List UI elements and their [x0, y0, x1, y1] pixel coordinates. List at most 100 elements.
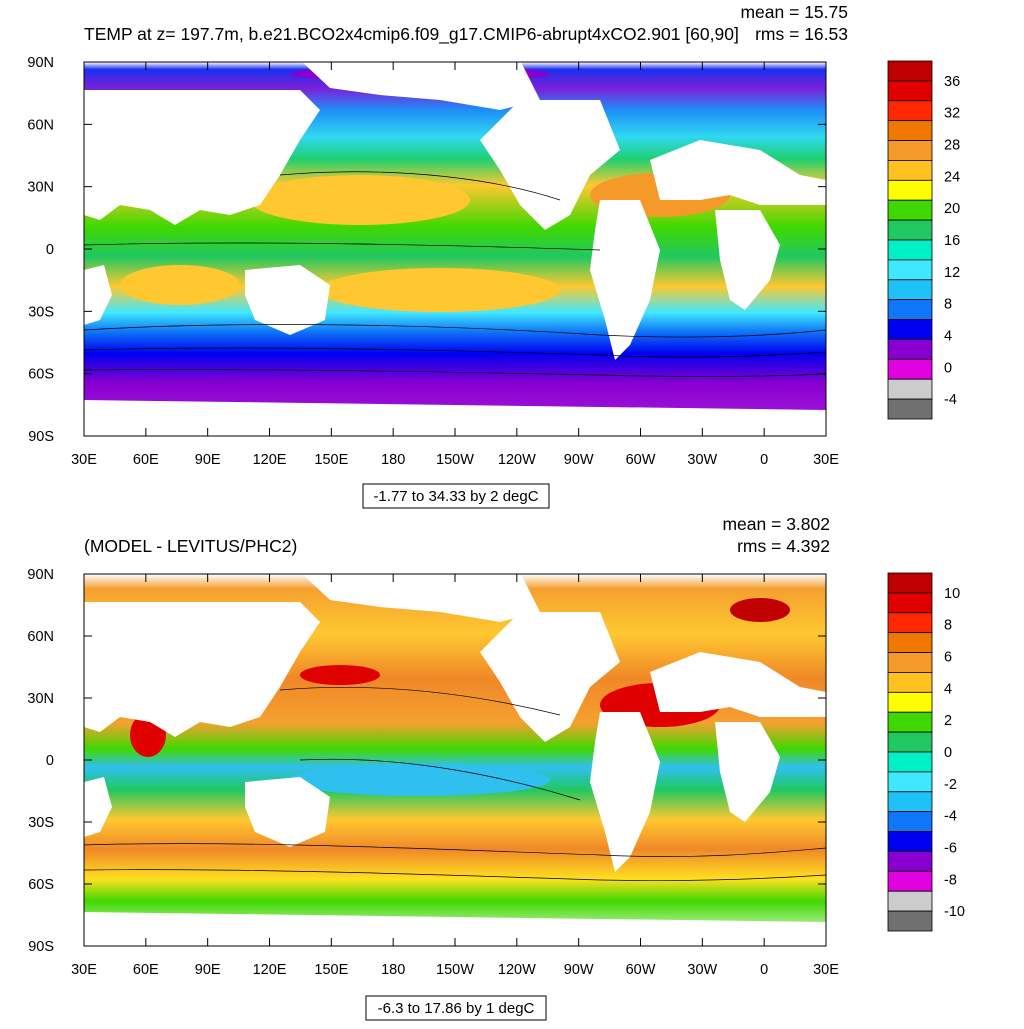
lon-tick-label: 90E: [195, 452, 221, 468]
panel-2-axes: 90N 60N 30N 0 30S 60S 90S 30E 60E 90E 120E 150E 180 1…: [27, 567, 839, 978]
colorbar-swatch: [887, 632, 933, 653]
colorbar-label: 10: [944, 586, 960, 602]
colorbar-swatch: [887, 672, 933, 693]
lon-tick-label: 180: [381, 452, 405, 468]
colorbar-swatch: [887, 199, 933, 221]
panel-1-axes: 90N 60N 30N 0 30S 60S 90S 30E 60E 90E 120E 150E 180 1…: [27, 55, 839, 468]
panel-2-north-atlantic-warm: [730, 598, 790, 622]
colorbar-label: -6: [944, 840, 957, 856]
panel-difference: (MODEL - LEVITUS/PHC2) mean = 3.802 rms …: [27, 514, 965, 1021]
colorbar-label: 32: [944, 106, 960, 122]
lon-tick-label: 150W: [436, 452, 474, 468]
colorbar-swatch: [887, 771, 933, 793]
lat-tick-label: 90N: [27, 55, 54, 71]
panel-2-rms: rms = 4.392: [737, 536, 830, 556]
colorbar-swatch: [887, 160, 933, 181]
panel-1-map: [84, 62, 826, 436]
colorbar-swatch: [887, 179, 933, 201]
lon-tick-label: 120W: [498, 452, 536, 468]
panel-2-land: [84, 574, 826, 946]
colorbar-swatch: [887, 319, 933, 340]
colorbar-label: 24: [944, 169, 960, 185]
colorbar-swatch: [887, 219, 933, 241]
panel-2-contour-info: -6.3 to 17.86 by 1 degC: [378, 1000, 535, 1017]
colorbar-label: -8: [944, 872, 957, 888]
colorbar-swatch: [887, 711, 933, 733]
lat-tick-label: 30S: [28, 815, 54, 831]
colorbar-swatch: [887, 592, 933, 614]
colorbar-label: -2: [944, 777, 957, 793]
lat-tick-label: 30S: [28, 304, 54, 320]
panel-1-land: [84, 62, 826, 436]
colorbar-swatch: [887, 239, 933, 261]
panel-1-indian-warm: [120, 265, 240, 305]
panel-1-contour-info: -1.77 to 34.33 by 2 degC: [373, 488, 538, 505]
colorbar-swatch: [887, 751, 933, 773]
colorbar-label: 0: [944, 745, 952, 761]
panel-2-equatorial-cool: [290, 764, 550, 796]
colorbar-swatch: [887, 259, 933, 281]
colorbar-label: 0: [944, 360, 952, 376]
colorbar-label: 4: [944, 681, 952, 697]
lat-tick-label: 90N: [27, 567, 54, 583]
lon-tick-label: 30W: [687, 452, 717, 468]
lat-tick-label: 0: [46, 242, 54, 258]
panel-2-contours: [84, 686, 826, 881]
lat-tick-label: 60N: [27, 117, 54, 133]
lat-tick-label: 60S: [28, 367, 54, 383]
colorbar-label: 28: [944, 138, 960, 154]
lon-tick-label: 150E: [314, 452, 348, 468]
colorbar-swatch: [887, 652, 933, 673]
colorbar-swatch: [887, 120, 933, 141]
lon-tick-label: 60E: [133, 452, 159, 468]
lon-tick-label: 60W: [626, 962, 656, 978]
colorbar-swatch: [887, 910, 933, 932]
colorbar-swatch: [887, 279, 933, 301]
colorbar-swatch: [887, 791, 933, 813]
colorbar-label: -10: [944, 904, 965, 920]
colorbar-swatch: [887, 398, 933, 420]
panel-1-mean: mean = 15.75: [740, 2, 848, 22]
panel-2-mean: mean = 3.802: [722, 514, 830, 534]
panel-temperature: TEMP at z= 197.7m, b.e21.BCO2x4cmip6.f09…: [27, 2, 960, 509]
panel-1-rms: rms = 16.53: [755, 24, 848, 44]
colorbar-label: 8: [944, 618, 952, 634]
colorbar-label: 36: [944, 74, 960, 90]
panel-2-colorbar: 10 8 6 4 2 0 -2 -4 -6 -8 -10: [887, 572, 965, 932]
lon-tick-label: 30W: [687, 962, 717, 978]
lon-tick-label: 0: [760, 962, 768, 978]
panel-2-title: (MODEL - LEVITUS/PHC2): [84, 536, 297, 556]
colorbar-swatch: [887, 100, 933, 122]
lat-tick-label: 90S: [28, 939, 54, 955]
colorbar-swatch: [887, 851, 933, 872]
panel-1-contours: [84, 171, 826, 377]
colorbar-label: 20: [944, 201, 960, 217]
lat-tick-label: 0: [46, 753, 54, 769]
lon-tick-label: 0: [760, 452, 768, 468]
colorbar-label: 4: [944, 328, 952, 344]
lon-tick-label: 30E: [813, 452, 839, 468]
colorbar-swatch: [887, 572, 933, 594]
colorbar-swatch: [887, 80, 933, 102]
colorbar-swatch: [887, 731, 933, 753]
lon-tick-label: 30E: [71, 962, 97, 978]
lat-tick-label: 60S: [28, 877, 54, 893]
colorbar-label: 8: [944, 297, 952, 313]
colorbar-label: -4: [944, 809, 957, 825]
colorbar-swatch: [887, 299, 933, 320]
colorbar-swatch: [887, 831, 933, 852]
lon-tick-label: 180: [381, 962, 405, 978]
colorbar-swatch: [887, 612, 933, 634]
colorbar-label: 6: [944, 650, 952, 666]
panel-2-kuroshio-warm: [300, 665, 380, 685]
lon-tick-label: 60W: [626, 452, 656, 468]
colorbar-swatch: [887, 140, 933, 161]
lon-tick-label: 60E: [133, 962, 159, 978]
panel-1-contour-info-box: [362, 483, 550, 509]
panel-1-warm-pool-south: [320, 268, 560, 312]
colorbar-swatch: [887, 691, 933, 713]
lat-tick-label: 90S: [28, 429, 54, 445]
lon-tick-label: 120W: [498, 962, 536, 978]
lat-tick-label: 60N: [27, 629, 54, 645]
